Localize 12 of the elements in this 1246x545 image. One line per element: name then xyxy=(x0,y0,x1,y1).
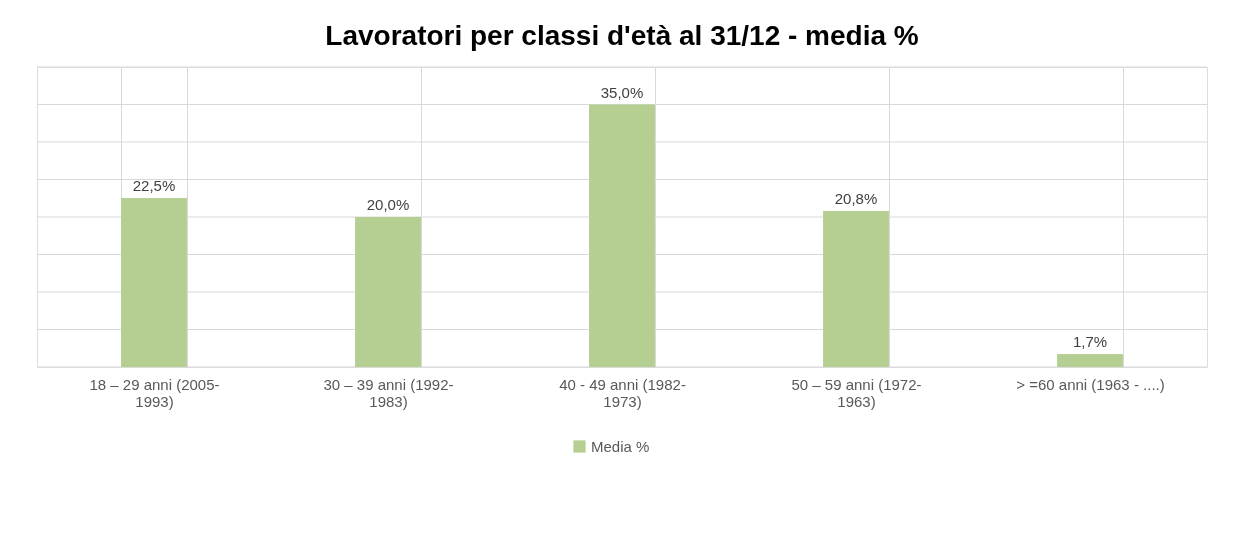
x-tick-label: 18 – 29 anni (2005-1993) xyxy=(89,375,220,410)
x-tick-label: > =60 anni (1963 - ....) xyxy=(1016,375,1165,393)
chart-title: Lavoratori per classi d'età al 31/12 - media % xyxy=(325,19,919,51)
legend-label: Media % xyxy=(591,437,650,455)
data-label: 35,0% xyxy=(600,83,644,101)
data-label: 20,8% xyxy=(834,190,878,207)
x-tick-label: 40 - 49 anni (1982-1973) xyxy=(559,375,686,410)
data-label: 22,5% xyxy=(132,177,176,195)
x-tick-label: 50 – 59 anni (1972-1963) xyxy=(791,375,922,410)
data-label: 1,7% xyxy=(1072,333,1108,351)
data-label: 20,0% xyxy=(366,196,410,213)
x-tick-label: 30 – 39 anni (1992-1983) xyxy=(323,375,454,410)
